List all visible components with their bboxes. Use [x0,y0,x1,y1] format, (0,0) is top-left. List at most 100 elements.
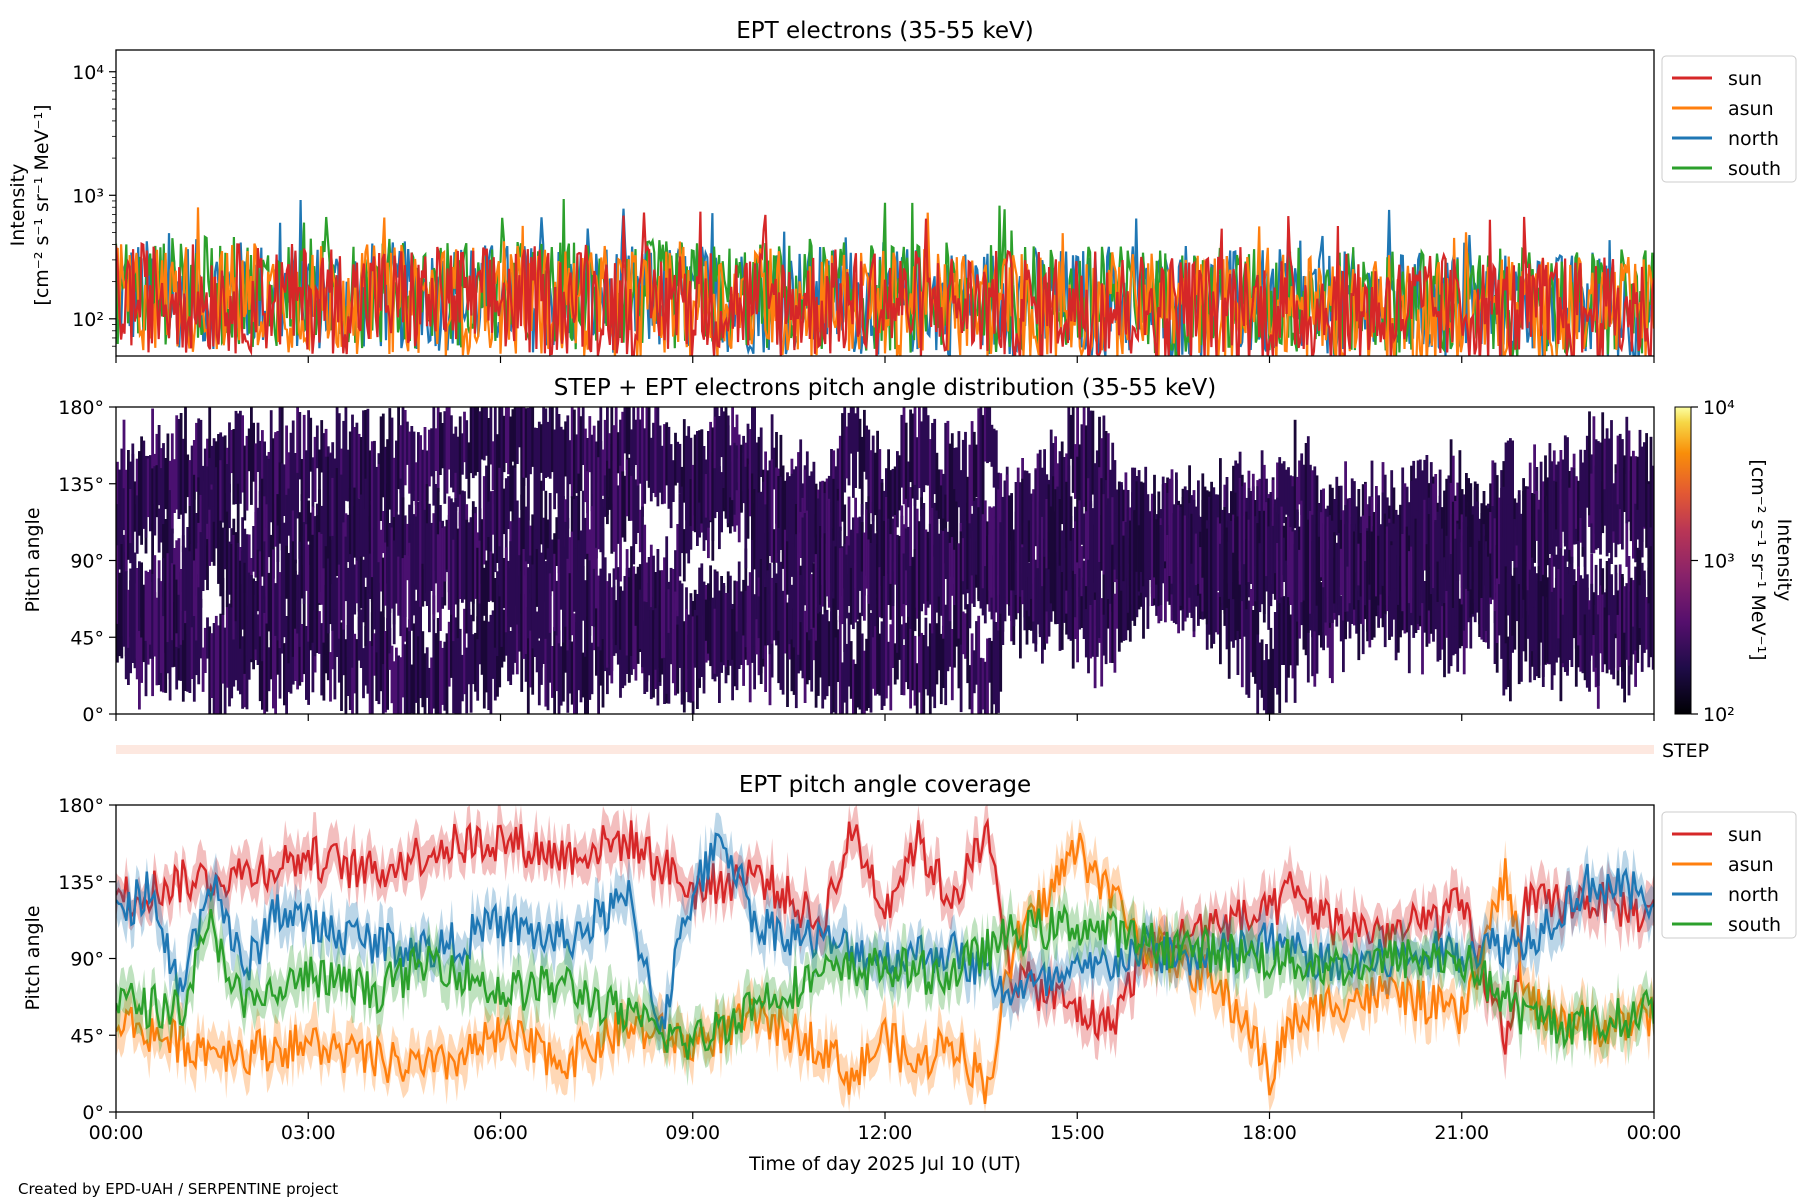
heatmap-cell [1531,517,1534,594]
heatmap-cell [759,559,763,674]
heatmap-cell [900,505,904,617]
heatmap-cell [324,546,328,655]
heatmap-cell [186,454,190,498]
heatmap-cell [937,469,941,519]
heatmap-cell [1122,551,1126,641]
heatmap-cell [880,568,884,619]
heatmap-cell [403,555,407,642]
heatmap-cell [241,517,244,585]
heatmap-cell [1614,473,1618,558]
heatmap-cell [564,612,567,673]
heatmap-cell [1010,549,1013,642]
heatmap-cell [885,592,888,699]
heatmap-cell [601,499,605,555]
heatmap-cell [586,553,589,628]
heatmap-cell [127,450,130,560]
heatmap-cell [144,570,148,641]
heatmap-cell [1592,416,1596,509]
heatmap-cell [379,611,383,692]
heatmap-cell [313,436,317,502]
x-tick-label: 21:00 [1434,1122,1489,1144]
heatmap-cell [1190,513,1194,564]
heatmap-cell [1267,659,1271,714]
heatmap-cell [742,435,745,492]
heatmap-cell [1256,613,1260,714]
heatmap-cell [1335,476,1339,536]
heatmap-cell [192,440,196,500]
heatmap-cell [676,624,680,694]
heatmap-cell [401,497,405,594]
heatmap-cell [1137,470,1141,578]
heatmap-cell [1324,524,1328,623]
heatmap-cell [1574,476,1578,529]
heatmap-cell [1273,612,1277,688]
heatmap-cell [373,551,376,630]
heatmap-cell [970,513,974,576]
heatmap-cell [256,507,260,572]
heatmap-cell [247,534,251,606]
heatmap-cell [590,434,594,512]
heatmap-cell [1115,554,1119,629]
heatmap-cell [445,407,449,494]
heatmap-cell [471,509,475,622]
heatmap-cell [634,479,638,544]
heatmap-cell [320,623,324,696]
heatmap-cell [1260,450,1264,539]
heatmap-cell [638,419,642,484]
heatmap-cell [1302,487,1306,601]
heatmap-cell [625,549,629,656]
heatmap-cell [856,407,860,452]
heatmap-cell [1240,597,1244,688]
heatmap-cell [950,433,954,543]
heatmap-cell [485,630,488,693]
heatmap-cell [632,459,636,565]
heatmap-cell [335,468,339,576]
heatmap-cell [1032,501,1035,559]
heatmap-cell [1320,582,1323,648]
heatmap-cell [1280,463,1284,536]
heatmap-cell [195,630,198,676]
heatmap-cell [581,490,585,593]
heatmap-cell [968,665,972,710]
heatmap-cell [559,481,563,572]
heatmap-cell [1638,429,1642,526]
heatmap-cell [814,610,818,708]
heatmap-cell [1197,480,1200,584]
heatmap-cell [1596,614,1600,686]
heatmap-cell [1095,529,1099,626]
heatmap-cell [225,511,229,608]
heatmap-cell [368,450,372,532]
heatmap-cell [1574,601,1578,649]
band-sun [116,805,1654,1081]
heatmap-cell [544,490,548,560]
heatmap-cell [377,562,381,614]
y-tick-label: 90° [70,551,104,573]
heatmap-cell [918,407,921,489]
heatmap-cell [964,431,967,536]
heatmap-cell [588,529,592,573]
heatmap-cell [500,460,504,560]
heatmap-cell [1504,442,1508,544]
heatmap-cell [1071,569,1075,669]
heatmap-cell [274,622,277,714]
heatmap-cell [1232,552,1235,600]
heatmap-cell [515,605,519,675]
heatmap-cell [926,415,930,486]
heatmap-cell [1159,532,1163,594]
heatmap-cell [805,510,809,600]
heatmap-cell [1629,577,1633,661]
heatmap-cell [1091,508,1095,579]
heatmap-cell [474,407,477,476]
heatmap-cell [645,407,649,481]
heatmap-cell [709,565,712,667]
heatmap-cell [355,422,359,523]
heatmap-cell [531,564,535,649]
heatmap-cell [1243,544,1246,591]
heatmap-cell [1566,498,1569,562]
heatmap-cell [724,593,728,667]
heatmap-cell [232,429,236,505]
heatmap-cell [1194,533,1198,586]
heatmap-cell [1043,471,1046,557]
heatmap-cell [1489,553,1492,598]
heatmap-cell [621,471,625,538]
